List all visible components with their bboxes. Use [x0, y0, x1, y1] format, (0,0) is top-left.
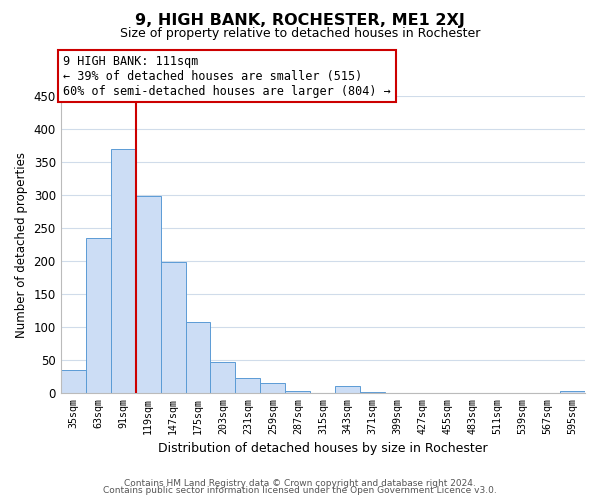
Bar — [110, 149, 136, 393]
Bar — [360, 392, 385, 393]
X-axis label: Distribution of detached houses by size in Rochester: Distribution of detached houses by size … — [158, 442, 488, 455]
Bar — [235, 378, 260, 393]
Bar — [286, 391, 310, 393]
Text: 9 HIGH BANK: 111sqm
← 39% of detached houses are smaller (515)
60% of semi-detac: 9 HIGH BANK: 111sqm ← 39% of detached ho… — [63, 54, 391, 98]
Bar — [136, 196, 161, 393]
Bar — [185, 322, 211, 393]
Bar — [335, 386, 360, 393]
Text: Size of property relative to detached houses in Rochester: Size of property relative to detached ho… — [120, 28, 480, 40]
Bar — [211, 362, 235, 393]
Bar — [61, 370, 86, 393]
Bar — [560, 392, 585, 393]
Y-axis label: Number of detached properties: Number of detached properties — [15, 152, 28, 338]
Bar — [161, 262, 185, 393]
Text: 9, HIGH BANK, ROCHESTER, ME1 2XJ: 9, HIGH BANK, ROCHESTER, ME1 2XJ — [135, 12, 465, 28]
Text: Contains HM Land Registry data © Crown copyright and database right 2024.: Contains HM Land Registry data © Crown c… — [124, 478, 476, 488]
Bar — [260, 383, 286, 393]
Bar — [86, 238, 110, 393]
Text: Contains public sector information licensed under the Open Government Licence v3: Contains public sector information licen… — [103, 486, 497, 495]
